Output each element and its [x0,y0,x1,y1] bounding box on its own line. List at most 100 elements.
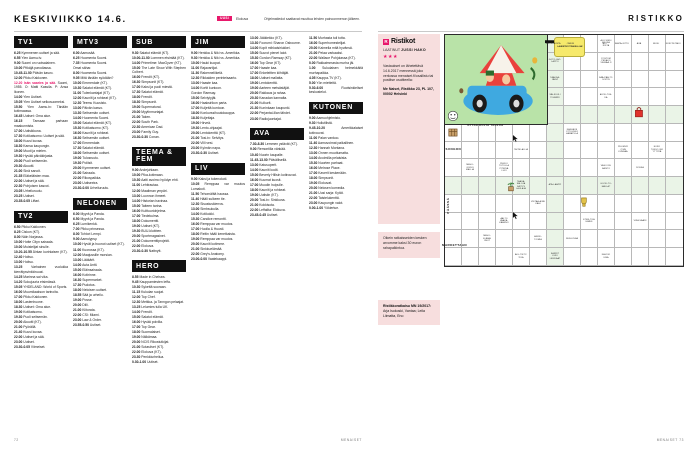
crossword-cell[interactable] [530,177,547,195]
crossword-cell[interactable] [564,248,581,266]
crossword-cell[interactable] [479,194,496,213]
crossword-cell[interactable] [649,35,666,53]
crossword-cell[interactable] [462,194,479,213]
crossword-cell[interactable] [581,52,598,71]
crossword-cell[interactable] [530,159,547,178]
crossword-cell[interactable] [564,141,581,160]
crossword-cell[interactable] [615,212,632,231]
crossword-cell[interactable] [445,212,462,231]
crossword-cell[interactable] [615,35,632,53]
crossword-cell[interactable] [632,35,649,53]
crossword-cell[interactable] [547,123,564,142]
crossword-clue-cell[interactable]: MEHU-ELÄMÄ ONUT [479,230,496,249]
crossword-cell[interactable] [445,123,462,142]
crossword-clue-cell[interactable]: TAITEI-ALLIA [513,141,530,160]
crossword-cell[interactable] [598,212,615,231]
crossword-cell[interactable] [445,177,462,195]
crossword-cell[interactable] [632,88,649,107]
crossword-clue-cell[interactable]: TAASA-SALOJA SÄITYS LAULAJA [513,177,530,195]
crossword-clue-cell[interactable]: ETEN-TIJA IHMES [581,212,598,231]
crossword-cell[interactable] [632,194,649,213]
crossword-cell[interactable] [666,142,683,160]
crossword-cell[interactable] [530,248,547,266]
crossword-cell[interactable] [598,141,615,160]
crossword-cell[interactable] [564,194,581,213]
crossword-clue-cell[interactable]: PEKKO TUTULLA PITEINÄ LUKI [496,159,513,178]
crossword-cell[interactable] [666,213,683,231]
crossword-clue-cell[interactable]: ALU-TIETY-TIIJA [513,248,530,266]
crossword-cell[interactable] [649,159,666,178]
crossword-cell[interactable] [666,230,683,249]
crossword-cell[interactable] [615,177,632,195]
crossword-cell[interactable] [615,248,632,266]
crossword-cell[interactable] [615,52,632,71]
crossword-clue-cell[interactable]: GOOD-TO-MALLA? [598,177,615,195]
crossword-cell[interactable] [666,71,683,89]
crossword-cell[interactable] [513,123,530,142]
crossword-cell[interactable] [462,141,479,160]
crossword-clue-cell[interactable]: AVOD-TUE-DA [598,88,615,107]
crossword-cell[interactable] [615,159,632,178]
crossword-clue-cell[interactable]: VIRA-VÄÄRI [632,212,649,231]
crossword-cell[interactable] [462,123,479,142]
crossword-cell[interactable] [496,141,513,160]
crossword-cell[interactable] [530,123,547,142]
crossword-cell[interactable] [547,230,564,249]
crossword-cell[interactable] [615,230,632,249]
crossword-cell[interactable] [581,177,598,195]
crossword-cell[interactable] [632,177,649,195]
crossword-cell[interactable] [462,212,479,231]
crossword-cell[interactable] [479,123,496,142]
crossword-cell[interactable] [564,212,581,231]
crossword-cell[interactable] [547,212,564,231]
crossword-clue-cell[interactable]: VASO ISU NAISTO [598,159,615,178]
crossword-cell[interactable] [615,106,632,124]
crossword-cell[interactable] [615,88,632,107]
crossword-cell[interactable] [615,70,632,89]
crossword-cell[interactable] [649,88,666,107]
crossword-cell[interactable] [445,141,462,160]
crossword-cell[interactable] [445,230,462,249]
crossword-cell[interactable] [462,248,479,266]
crossword-cell[interactable] [632,123,649,142]
crossword-clue-cell[interactable]: ATA-LAAPPI [547,177,564,195]
crossword-cell[interactable] [547,141,564,160]
crossword-cell[interactable] [564,88,581,107]
crossword-cell[interactable] [632,52,649,71]
crossword-cell[interactable] [581,230,598,249]
crossword-clue-cell[interactable]: MEHU-JOKUS MALLIA [462,159,479,178]
crossword-cell[interactable] [632,141,649,160]
crossword-cell[interactable] [666,177,683,195]
crossword-clue-cell[interactable]: ANKKI-TOIMIA [530,230,547,249]
crossword-cell[interactable] [462,230,479,249]
crossword-cell[interactable] [479,177,496,195]
crossword-cell[interactable] [649,52,666,71]
crossword-cell[interactable] [530,212,547,231]
crossword-clue-cell[interactable]: EURO TUKSO INO YTTYRÄ [649,141,666,160]
crossword-cell[interactable] [649,123,666,142]
crossword-cell[interactable] [581,159,598,178]
crossword-clue-cell[interactable]: VIETAA-AINE KÄHI [530,194,547,213]
crossword-cell[interactable] [649,177,666,195]
crossword-cell[interactable] [462,177,479,195]
crossword-clue-cell[interactable]: KARRIT KUKI LEIKKAAT [547,248,564,266]
crossword-cell[interactable] [564,177,581,195]
crossword-cell[interactable] [445,159,462,178]
crossword-cell[interactable] [649,212,666,231]
crossword-clue-cell[interactable]: AALTO VAAKA-KÄÄNNÖ [496,212,513,231]
crossword-cell[interactable] [649,194,666,213]
crossword-clue-cell[interactable]: ALU SIEDI ENOSA RISTA [598,35,615,53]
crossword-clue-cell[interactable]: KAUVIO ILMA [598,248,615,266]
crossword-grid[interactable]: STAA-ILAALU SIEDI ENOSA RISTAGOTO-LAC-LA… [445,35,683,266]
crossword-clue-cell[interactable]: KAKKAUS OTTUUSKO HAMATULA [564,123,581,142]
crossword-cell[interactable] [547,194,564,213]
crossword-cell[interactable] [666,88,683,107]
crossword-cell[interactable] [496,248,513,266]
crossword-clue-cell[interactable]: SÄI-KUULI TIIVARRI [547,88,564,107]
crossword-cell[interactable] [513,230,530,249]
crossword-clue-cell[interactable]: SEN-LINNA [564,230,581,249]
crossword-cell[interactable] [581,194,598,213]
crossword-clue-cell[interactable]: PELIMUR JYVÄ KUNNAA [615,141,632,160]
crossword-cell[interactable] [598,106,615,124]
crossword-grid-wrapper[interactable]: STAA-ILAALU SIEDI ENOSA RISTAGOTO-LAC-LA… [442,34,684,267]
